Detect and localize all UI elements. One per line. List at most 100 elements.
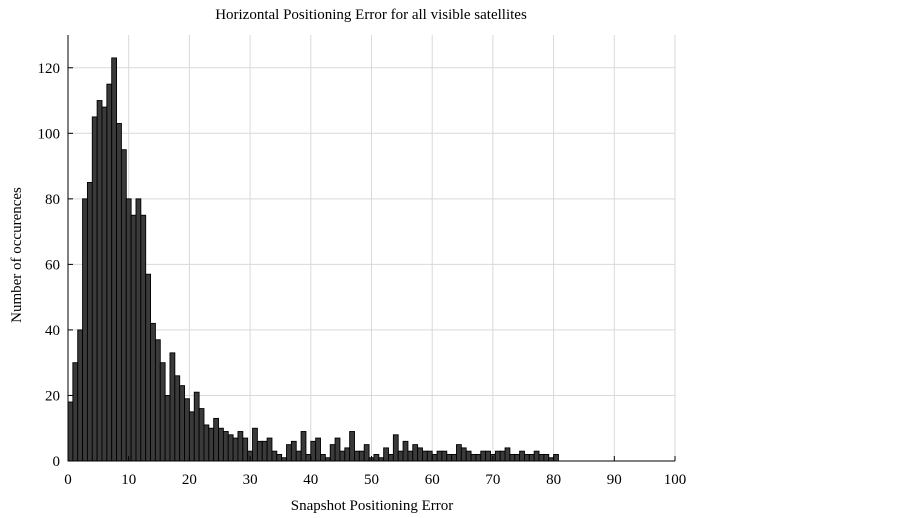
- histogram-bar: [480, 450, 487, 462]
- histogram-bar: [514, 453, 521, 462]
- bars: [67, 57, 559, 462]
- histogram-bar: [431, 453, 438, 462]
- histogram-bar: [198, 408, 205, 462]
- y-tick-label: 40: [45, 323, 60, 339]
- histogram-bar: [465, 450, 472, 462]
- histogram-bar: [140, 214, 147, 462]
- y-tick-label: 100: [38, 126, 61, 142]
- histogram-bar: [363, 444, 370, 462]
- y-tick-label: 0: [53, 454, 61, 470]
- histogram-bar: [218, 427, 224, 462]
- histogram-bar: [101, 106, 108, 462]
- x-tick-label: 10: [121, 472, 136, 488]
- histogram-bar: [524, 453, 530, 462]
- histogram-bar: [388, 453, 394, 462]
- x-tick-label: 70: [485, 472, 500, 488]
- histogram-bar: [135, 198, 142, 462]
- histogram-bar: [358, 450, 365, 462]
- histogram-bar: [145, 273, 152, 462]
- histogram-bar: [426, 450, 433, 462]
- histogram-bar: [509, 453, 516, 462]
- histogram-bar: [320, 453, 326, 462]
- histogram-bar: [446, 453, 453, 462]
- histogram-bar: [252, 427, 258, 462]
- histogram-bar: [159, 362, 166, 462]
- histogram-bar: [256, 440, 263, 462]
- histogram-bar: [334, 437, 341, 462]
- histogram-bar: [519, 450, 525, 462]
- histogram-bar: [402, 440, 409, 462]
- histogram-bar: [179, 385, 185, 462]
- histogram-bar: [130, 214, 137, 462]
- histogram-bar: [344, 447, 351, 462]
- histogram-bar: [310, 440, 317, 462]
- histogram-bar: [412, 444, 419, 462]
- y-tick-label: 20: [45, 388, 60, 404]
- x-tick-label: 100: [664, 472, 687, 488]
- histogram-bar: [286, 444, 292, 462]
- histogram-bar: [305, 453, 312, 462]
- y-tick-label: 80: [45, 192, 60, 208]
- histogram-bar: [237, 431, 244, 462]
- x-tick-label: 60: [425, 472, 440, 488]
- histogram-bar: [470, 453, 477, 462]
- histogram-bar: [494, 450, 501, 462]
- histogram-bar: [475, 453, 482, 462]
- histogram-bar: [422, 450, 428, 462]
- histogram-bar: [82, 198, 88, 462]
- x-tick-label: 50: [364, 472, 379, 488]
- y-ticks: 0 20 40 60 80 100 120: [38, 61, 73, 470]
- histogram-bar: [169, 352, 176, 462]
- histogram-bar: [150, 322, 156, 462]
- histogram-bar: [528, 453, 535, 462]
- histogram-bar: [213, 417, 219, 462]
- x-tick-label: 80: [546, 472, 561, 488]
- histogram-bar: [227, 434, 234, 462]
- histogram-bar: [460, 447, 467, 462]
- histogram-bar: [383, 447, 389, 462]
- histogram-bar: [407, 450, 414, 462]
- x-tick-label: 20: [182, 472, 197, 488]
- histogram-bar: [339, 450, 346, 462]
- chart-title: Horizontal Positioning Error for all vis…: [215, 7, 527, 23]
- y-axis-label: Number of occurences: [9, 187, 25, 323]
- histogram-bar: [67, 401, 74, 462]
- histogram-bar: [86, 182, 93, 462]
- histogram-bar: [300, 431, 307, 462]
- histogram-bar: [184, 398, 190, 462]
- histogram-bar: [96, 100, 103, 462]
- histogram-bar: [441, 450, 448, 462]
- histogram-bar: [111, 57, 118, 462]
- histogram-bar: [208, 427, 215, 462]
- histogram-bar: [397, 450, 404, 462]
- x-tick-label: 0: [64, 472, 72, 488]
- histogram-bar: [499, 450, 506, 462]
- histogram-bar: [349, 431, 355, 462]
- x-ticks: 0 10 20 30 40 50 60 70 80 90 100: [64, 456, 686, 488]
- histogram-bar: [72, 362, 79, 462]
- histogram-bar: [193, 391, 200, 462]
- histogram-bar: [276, 453, 283, 462]
- histogram-bar: [222, 431, 229, 462]
- histogram-bar: [77, 329, 84, 462]
- histogram-bar: [329, 444, 336, 462]
- histogram-bar: [271, 450, 278, 462]
- histogram-bar: [116, 123, 122, 462]
- histogram-bar: [315, 437, 321, 462]
- histogram-bar: [242, 437, 249, 462]
- histogram-bar: [451, 453, 457, 462]
- histogram-bar: [125, 198, 132, 462]
- histogram-bar: [504, 447, 511, 462]
- histogram-bar: [354, 450, 360, 462]
- histogram-bar: [543, 453, 550, 462]
- histogram-bar: [553, 453, 559, 462]
- histogram-bar: [392, 434, 399, 462]
- histogram-bar: [266, 437, 273, 462]
- histogram-bar: [154, 339, 161, 462]
- histogram-bar: [456, 444, 462, 462]
- histogram-bar: [417, 447, 423, 462]
- histogram-bar: [533, 450, 540, 462]
- x-tick-label: 30: [243, 472, 258, 488]
- histogram-bar: [485, 450, 491, 462]
